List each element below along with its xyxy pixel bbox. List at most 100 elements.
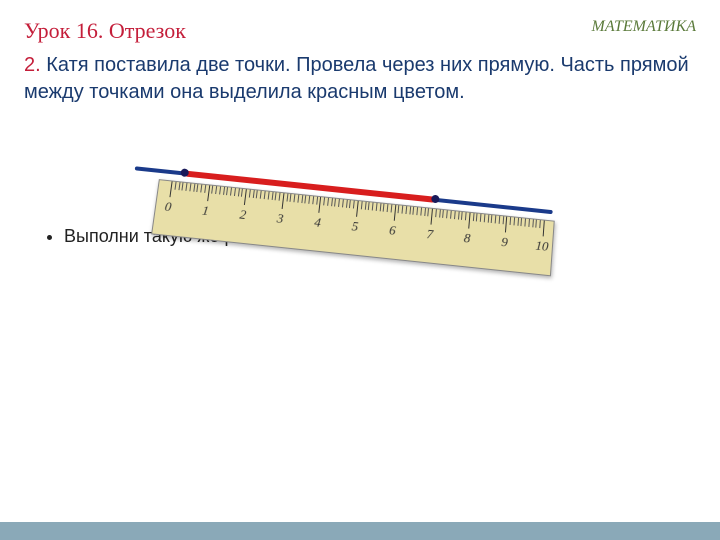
footer-band <box>0 522 720 540</box>
task-text: 2. Катя поставила две точки. Провела чер… <box>0 44 720 106</box>
ruler-tick-minor <box>264 191 266 199</box>
ruler-tick-minor <box>189 183 191 191</box>
ruler-tick-minor <box>379 203 381 211</box>
ruler-tick-minor <box>376 203 378 211</box>
ruler-tick-minor <box>361 201 363 209</box>
ruler-tick-minor <box>461 212 463 220</box>
ruler-tick-major <box>281 193 284 209</box>
subject-label: МАТЕМАТИКА <box>591 18 696 36</box>
ruler-tick-major <box>431 209 433 225</box>
ruler-tick-minor <box>402 206 404 214</box>
ruler-tick-minor <box>185 183 187 191</box>
ruler-tick-minor <box>409 206 411 214</box>
ruler-tick-minor <box>540 220 542 228</box>
ruler-tick-minor <box>480 214 482 222</box>
ruler-tick-minor <box>513 217 515 225</box>
ruler-tick-minor <box>204 185 206 193</box>
ruler-tick-minor <box>223 187 225 195</box>
lesson-title: Урок 16. Отрезок <box>24 18 186 44</box>
ruler-tick-minor <box>178 182 180 190</box>
ruler-tick-minor <box>297 195 299 203</box>
ruler-tick-minor <box>335 199 337 207</box>
ruler-tick-minor <box>487 215 489 223</box>
ruler-tick-minor <box>353 201 355 209</box>
ruler-tick-major <box>207 185 210 201</box>
ruler-tick-minor <box>446 210 448 218</box>
ruler-tick-major <box>244 189 247 205</box>
ruler-tick-minor <box>364 202 366 210</box>
ruler-tick-minor <box>465 212 467 220</box>
ruler-tick-minor <box>472 213 474 221</box>
ruler-tick-minor <box>294 194 296 202</box>
ruler-tick-minor <box>301 195 303 203</box>
ruler-number: 1 <box>201 203 210 219</box>
ruler-tick-major <box>468 213 470 229</box>
ruler-number: 3 <box>276 211 284 227</box>
ruler-tick-minor <box>532 219 534 227</box>
ruler-tick-major <box>356 201 359 217</box>
ruler-tick-minor <box>267 192 269 200</box>
ruler-tick-minor <box>256 190 258 198</box>
ruler-tick-minor <box>424 208 426 216</box>
ruler-tick-minor <box>390 205 392 213</box>
ruler-tick-minor <box>305 196 307 204</box>
ruler-tick-minor <box>476 214 478 222</box>
ruler-tick-minor <box>308 196 310 204</box>
ruler-tick-minor <box>323 197 325 205</box>
ruler-number: 4 <box>314 214 322 230</box>
ruler-tick-minor <box>417 207 419 215</box>
ruler-tick-minor <box>435 209 437 217</box>
ruler-tick-minor <box>271 192 273 200</box>
ruler-tick-major <box>319 197 322 213</box>
ruler-number: 2 <box>239 207 247 223</box>
ruler-tick-minor <box>234 188 236 196</box>
ruler-tick-minor <box>502 216 504 224</box>
ruler-tick-major <box>393 205 396 221</box>
ruler-tick-minor <box>510 217 512 225</box>
ruler-tick-minor <box>499 216 501 224</box>
ruler-tick-major <box>505 217 507 233</box>
ruler-tick-minor <box>346 200 348 208</box>
ruler-tick-minor <box>219 187 221 195</box>
ruler-tick-minor <box>368 202 370 210</box>
ruler-number: 5 <box>351 218 359 234</box>
ruler-tick-minor <box>349 200 351 208</box>
ruler-tick-minor <box>253 190 255 198</box>
ruler-tick-minor <box>342 199 344 207</box>
ruler-tick-minor <box>241 189 243 197</box>
ruler-tick-minor <box>420 208 422 216</box>
ruler-ticks: 012345678910 <box>164 181 542 274</box>
ruler-tick-minor <box>521 218 523 226</box>
ruler-tick-minor <box>212 186 214 194</box>
ruler-number: 7 <box>426 226 434 243</box>
task-body: Катя поставила две точки. Провела через … <box>24 54 689 103</box>
ruler-number: 0 <box>164 199 173 215</box>
ruler-tick-minor <box>316 197 318 205</box>
segment-diagram: 012345678910 <box>124 160 553 313</box>
ruler-tick-minor <box>372 203 374 211</box>
ruler-number: 8 <box>463 230 471 247</box>
ruler-tick-minor <box>226 187 228 195</box>
ruler-tick-minor <box>215 186 217 194</box>
ruler-tick-minor <box>182 183 184 191</box>
ruler-tick-minor <box>517 218 519 226</box>
ruler-tick-minor <box>279 193 281 201</box>
ruler-tick-major <box>169 181 172 197</box>
ruler-tick-minor <box>286 194 288 202</box>
ruler-tick-minor <box>200 185 202 193</box>
ruler-tick-minor <box>174 182 176 190</box>
ruler-tick-minor <box>454 211 456 219</box>
ruler-tick-minor <box>312 196 314 204</box>
ruler-tick-minor <box>197 184 199 192</box>
ruler-number: 9 <box>501 234 509 251</box>
ruler-tick-minor <box>249 190 251 198</box>
ruler-tick-minor <box>193 184 195 192</box>
ruler-number: 10 <box>535 238 549 255</box>
ruler-tick-minor <box>338 199 340 207</box>
ruler-tick-minor <box>525 219 527 227</box>
ruler-tick-minor <box>405 206 407 214</box>
ruler-tick-minor <box>536 220 538 228</box>
ruler-tick-minor <box>491 215 493 223</box>
ruler-tick-minor <box>387 204 389 212</box>
ruler-tick-minor <box>398 205 400 213</box>
